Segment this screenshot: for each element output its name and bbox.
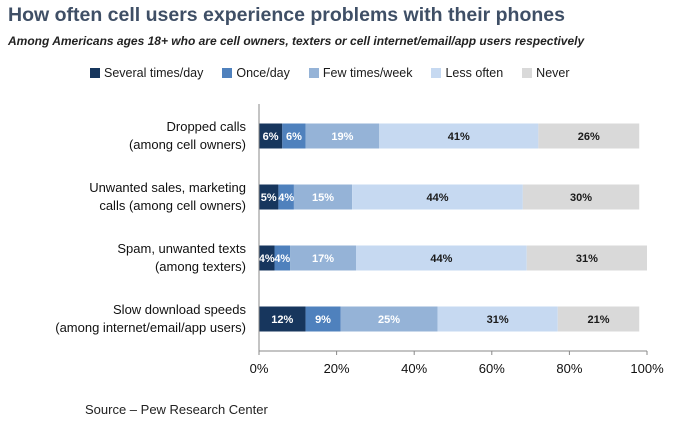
legend-item: Several times/day	[90, 66, 203, 80]
legend-label: Less often	[445, 66, 504, 80]
data-label: 9%	[315, 314, 331, 326]
bar-segment	[290, 245, 356, 271]
data-label: 21%	[587, 314, 609, 326]
legend-label: Never	[536, 66, 570, 80]
data-label: 31%	[576, 253, 598, 265]
category-label: calls (among cell owners)	[99, 198, 246, 213]
data-label: 6%	[286, 131, 302, 143]
chart-subtitle: Among Americans ages 18+ who are cell ow…	[8, 34, 585, 48]
bar-segment	[557, 306, 640, 332]
category-label: (among internet/email/app users)	[55, 320, 246, 335]
category-label: Unwanted sales, marketing	[89, 180, 246, 195]
category-label: (among texters)	[155, 259, 246, 274]
legend-label: Once/day	[236, 66, 290, 80]
bar-segment	[259, 306, 306, 332]
legend-item: Once/day	[222, 66, 290, 80]
legend-swatch	[522, 68, 533, 78]
bar-segment	[522, 184, 640, 210]
data-label: 17%	[312, 253, 334, 265]
bar-segment	[305, 123, 380, 149]
bar-segment	[274, 245, 291, 271]
bar-segment	[356, 245, 527, 271]
data-label: 12%	[271, 314, 293, 326]
bar-segment	[305, 306, 341, 332]
legend-label: Several times/day	[104, 66, 204, 80]
legend-label: Few times/week	[322, 66, 413, 80]
legend-swatch	[308, 68, 319, 78]
x-tick-label: 60%	[479, 361, 505, 376]
data-label: 26%	[578, 131, 600, 143]
data-label: 5%	[261, 192, 277, 204]
x-tick-label: 80%	[556, 361, 582, 376]
bar-segment	[293, 184, 353, 210]
x-tick-label: 40%	[401, 361, 427, 376]
source-note: Source – Pew Research Center	[85, 402, 268, 417]
chart-title: How often cell users experience problems…	[8, 4, 565, 26]
x-tick-label: 100%	[630, 361, 664, 376]
data-label: 4%	[274, 253, 290, 265]
legend-swatch	[431, 68, 442, 78]
data-label: 30%	[570, 192, 592, 204]
x-tick-label: 20%	[324, 361, 350, 376]
bar-segment	[282, 123, 306, 149]
chart-legend: Several times/day Once/day Few times/week L…	[90, 66, 589, 80]
legend-item: Few times/week	[308, 66, 413, 80]
data-label: 25%	[378, 314, 400, 326]
data-label: 41%	[448, 131, 470, 143]
category-label: Dropped calls	[167, 119, 247, 134]
data-label: 4%	[278, 192, 294, 204]
data-label: 31%	[487, 314, 509, 326]
x-tick-label: 0%	[250, 361, 269, 376]
data-label: 44%	[430, 253, 452, 265]
data-label: 6%	[263, 131, 279, 143]
bar-segment	[352, 184, 523, 210]
bar-segment	[259, 184, 279, 210]
category-label: Slow download speeds	[113, 302, 246, 317]
bar-segment	[259, 123, 283, 149]
bar-segment	[538, 123, 640, 149]
legend-swatch	[90, 68, 100, 78]
category-label: Spam, unwanted texts	[117, 241, 246, 256]
category-label: (among cell owners)	[129, 137, 246, 152]
legend-item: Never	[522, 66, 570, 80]
data-label: 4%	[259, 253, 275, 265]
bar-segment	[340, 306, 438, 332]
data-label: 19%	[331, 131, 353, 143]
bar-segment	[526, 245, 647, 271]
legend-item: Less often	[431, 66, 503, 80]
legend-swatch	[222, 68, 233, 78]
bar-segment	[259, 245, 275, 271]
bar-segment	[278, 184, 294, 210]
data-label: 44%	[426, 192, 448, 204]
data-label: 15%	[312, 192, 334, 204]
bar-segment	[379, 123, 539, 149]
bar-segment	[437, 306, 558, 332]
